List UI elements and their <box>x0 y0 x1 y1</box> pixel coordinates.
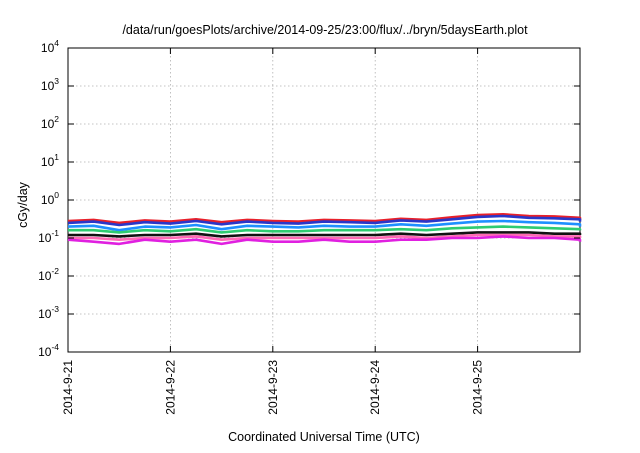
x-tick-label: 2014-9-22 <box>163 360 177 415</box>
series-line-5 <box>68 231 582 238</box>
x-tick-label: 2014-9-21 <box>61 360 75 415</box>
series-line-2 <box>67 214 582 227</box>
y-tick-label: 10-1 <box>38 228 59 245</box>
y-tick-label: 103 <box>41 76 59 93</box>
y-tick-label: 102 <box>41 114 59 131</box>
gridlines <box>68 48 580 352</box>
x-tick-label: 2014-9-24 <box>368 360 382 415</box>
x-tick-label: 2014-9-25 <box>471 360 485 415</box>
y-tick-label: 10-3 <box>38 304 59 321</box>
series-line-6 <box>68 233 582 241</box>
y-axis-label: cGy/day <box>16 181 30 228</box>
y-tick-label: 101 <box>41 152 59 169</box>
x-axis-label: Coordinated Universal Time (UTC) <box>228 430 420 444</box>
y-tick-label: 100 <box>41 190 59 207</box>
series-line-3 <box>67 219 582 232</box>
axis-ticks: 10-4 10-3 10-2 10-1 100 101 102 103 104 2014-9-21… <box>38 38 580 415</box>
series-line-4 <box>68 225 582 234</box>
y-tick-label: 10-4 <box>38 342 59 359</box>
x-tick-label: 2014-9-23 <box>266 360 280 415</box>
series-line-7 <box>67 235 582 246</box>
series-line-1 <box>67 213 582 225</box>
y-tick-label: 10-2 <box>38 266 59 283</box>
chart-title: /data/run/goesPlots/archive/2014-09-25/2… <box>122 23 528 37</box>
y-tick-label: 104 <box>41 38 59 55</box>
series-layer <box>67 213 582 246</box>
